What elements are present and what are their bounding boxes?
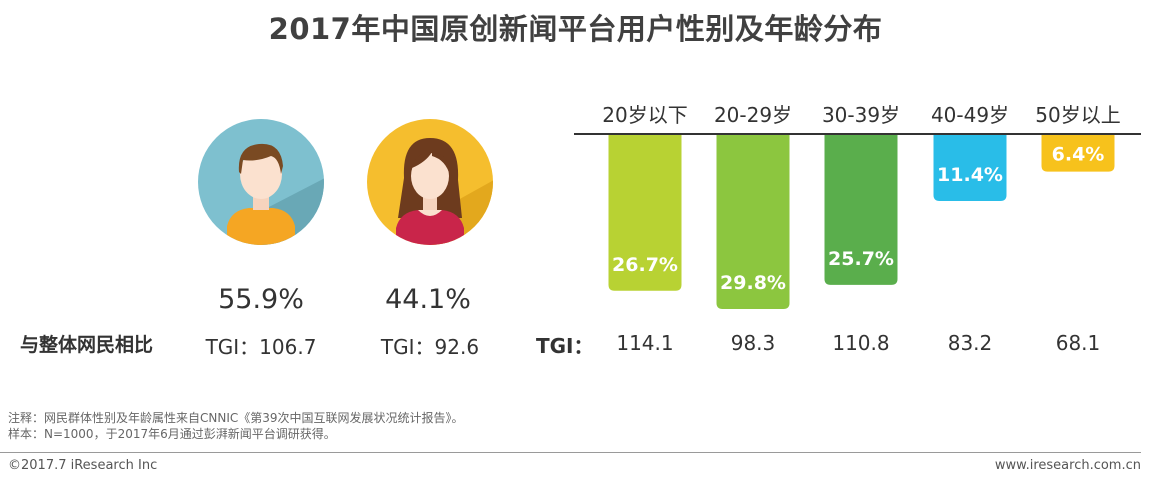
female-tgi: TGI：92.6 [380, 335, 480, 359]
category-label: 40-49岁 [931, 103, 1009, 127]
bar [608, 135, 682, 291]
bar [933, 135, 1007, 201]
compare-label: 与整体网民相比 [20, 334, 154, 356]
category-label: 20-29岁 [714, 103, 792, 127]
category-label: 50岁以上 [1035, 103, 1120, 127]
tgi-value: 114.1 [616, 331, 673, 355]
bar [824, 135, 898, 285]
male-tgi: TGI：106.7 [205, 335, 317, 359]
note-sample: 样本：N=1000，于2017年6月通过彭湃新闻平台调研获得。 [8, 427, 336, 441]
tgi-value: 98.3 [731, 331, 776, 355]
category-label: 20岁以下 [602, 103, 687, 127]
data-label: 11.4% [937, 164, 1003, 186]
tgi-value: 68.1 [1056, 331, 1101, 355]
female-avatar-icon [367, 119, 493, 245]
male-percentage: 55.9% [218, 284, 304, 315]
data-label: 26.7% [612, 254, 678, 276]
note-source: 注释：网民群体性别及年龄属性来自CNNIC《第39次中国互联网发展状况统计报告》… [8, 411, 464, 425]
age-tgi-label: TGI： [536, 334, 594, 358]
bar [1041, 135, 1115, 172]
data-label: 25.7% [828, 248, 894, 270]
category-label: 30-39岁 [822, 103, 900, 127]
website-url: www.iresearch.com.cn [994, 458, 1141, 473]
male-avatar-icon [198, 119, 324, 245]
copyright: ©2017.7 iResearch Inc [8, 458, 158, 473]
data-label: 6.4% [1052, 143, 1105, 165]
tgi-value: 110.8 [832, 331, 889, 355]
tgi-value: 83.2 [948, 331, 993, 355]
notes: 注释：网民群体性别及年龄属性来自CNNIC《第39次中国互联网发展状况统计报告》… [8, 410, 464, 442]
footer-divider [0, 452, 1141, 453]
female-percentage: 44.1% [385, 284, 471, 315]
bar [716, 135, 790, 309]
data-label: 29.8% [720, 272, 786, 294]
chart-title: 2017年中国原创新闻平台用户性别及年龄分布 [268, 12, 883, 46]
